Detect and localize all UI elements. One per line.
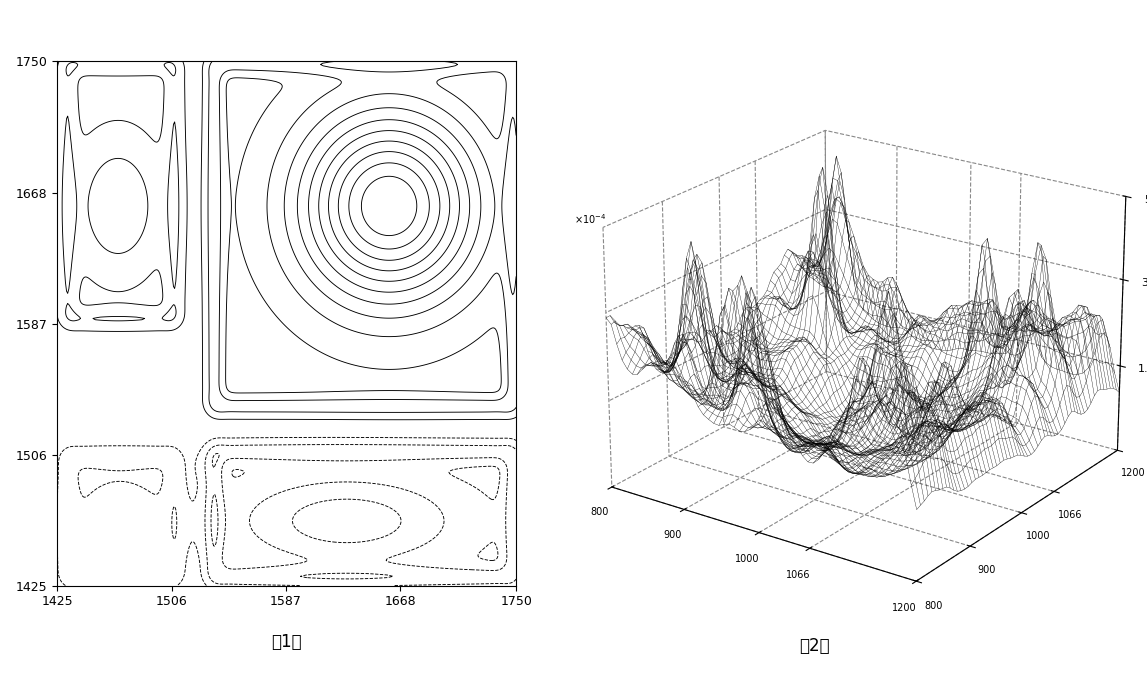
Text: （2）: （2） <box>799 637 829 655</box>
Text: $\times 10^{-4}$: $\times 10^{-4}$ <box>574 212 606 225</box>
Text: （1）: （1） <box>272 633 302 651</box>
